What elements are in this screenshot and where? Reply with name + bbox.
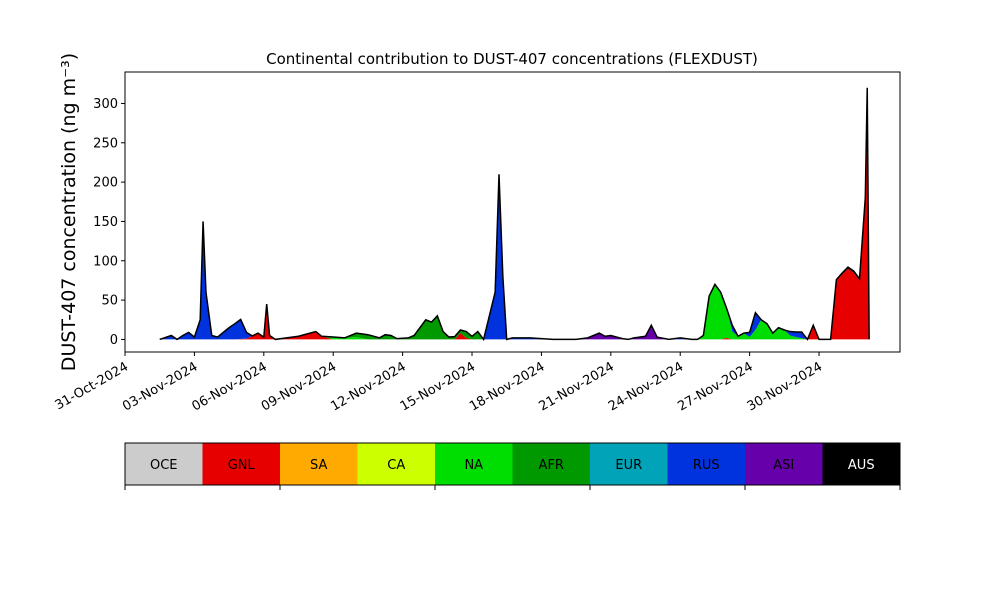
legend-swatch-afr: [512, 443, 591, 485]
legend-label-na: NA: [464, 458, 483, 473]
x-tick-label: 27-Nov-2024: [675, 359, 755, 414]
legend-swatch-oce: [125, 443, 203, 485]
x-tick-label: 21-Nov-2024: [537, 359, 617, 414]
legend-swatch-gnl: [202, 443, 281, 485]
legend-label-ca: CA: [387, 458, 405, 473]
x-tick-label: 12-Nov-2024: [328, 359, 408, 414]
legend-label-rus: RUS: [693, 458, 720, 473]
legend-label-aus: AUS: [848, 458, 875, 473]
legend-label-sa: SA: [310, 458, 327, 473]
y-tick-label: 150: [93, 215, 118, 230]
legend-swatch-rus: [667, 443, 746, 485]
region-colorbar-legend: OCE GNL SA CA NA AFR EUR RUS ASI AUS: [124, 442, 901, 490]
x-tick-label: 03-Nov-2024: [120, 359, 200, 414]
total-line-layer: [159, 87, 870, 342]
legend-frame: [124, 442, 901, 486]
y-tick-label: 0: [110, 333, 118, 348]
x-tick-label: 18-Nov-2024: [467, 359, 547, 414]
chart-title: Continental contribution to DUST-407 con…: [266, 50, 758, 68]
x-axis: 31-Oct-202403-Nov-202406-Nov-202409-Nov-…: [53, 352, 825, 414]
legend-label-oce: OCE: [150, 458, 178, 473]
legend-swatch-ca: [357, 443, 436, 485]
total-concentration-line: [159, 87, 870, 342]
x-tick-label: 30-Nov-2024: [745, 359, 825, 414]
legend-swatch-na: [435, 443, 513, 485]
legend-swatch-eur: [590, 443, 668, 485]
legend-label-asi: ASI: [773, 458, 794, 473]
legend-swatch-sa: [280, 443, 358, 485]
y-axis: 0 50 100 150 200 250 300: [93, 97, 125, 348]
legend-label-gnl: GNL: [228, 458, 256, 473]
y-tick-label: 250: [93, 136, 118, 151]
y-tick-label: 50: [101, 294, 118, 309]
y-axis-label: DUST-407 concentration (ng m⁻³): [58, 53, 80, 371]
area-series-aus: [159, 87, 870, 340]
y-tick-label: 100: [93, 254, 118, 269]
legend-swatch-aus: [822, 443, 901, 485]
legend-label-afr: AFR: [539, 458, 564, 473]
x-tick-label: 09-Nov-2024: [259, 359, 339, 414]
legend-label-eur: EUR: [615, 458, 642, 473]
x-tick-label: 24-Nov-2024: [606, 359, 686, 414]
legend-swatch-asi: [745, 443, 823, 485]
plot-frame: [124, 71, 901, 353]
y-tick-label: 200: [93, 176, 118, 191]
y-tick-label: 300: [93, 97, 118, 112]
x-tick-label: 06-Nov-2024: [190, 359, 270, 414]
stacked-areas: [159, 87, 870, 340]
x-tick-label: 15-Nov-2024: [398, 359, 478, 414]
